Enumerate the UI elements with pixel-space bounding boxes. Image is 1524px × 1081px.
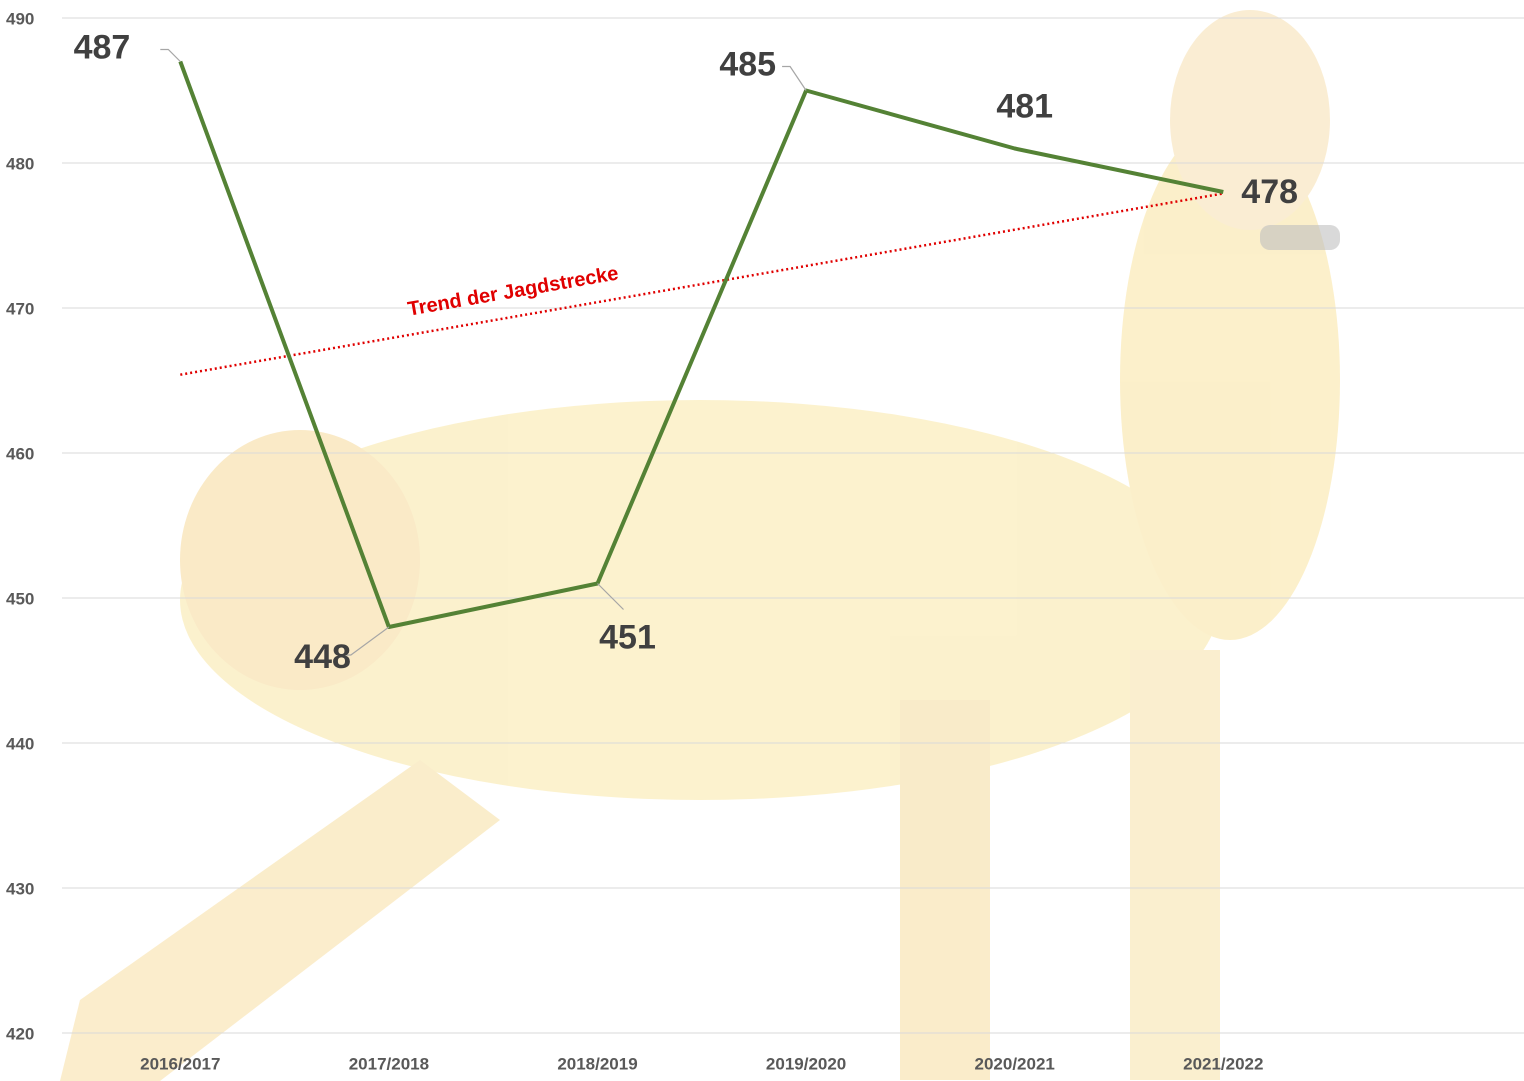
y-tick-label: 430 [6,879,34,898]
x-tick-label: 2017/2018 [349,1054,429,1073]
data-label: 485 [719,45,776,83]
x-tick-label: 2018/2019 [557,1054,637,1073]
chart: 420 430 440 450 460 470 480 490 2016/2017 2017/20… [0,0,1524,1081]
data-label: 487 [74,28,131,66]
background-picture [60,10,1340,1081]
leader-line [160,50,180,62]
x-tick-label: 2019/2020 [766,1054,846,1073]
leader-line [782,67,806,91]
y-tick-label: 460 [6,444,34,463]
y-tick-label: 440 [6,734,34,753]
data-label: 451 [599,618,656,656]
y-tick-label: 480 [6,154,34,173]
data-label: 481 [996,87,1053,125]
x-tick-label: 2020/2021 [975,1054,1055,1073]
y-tick-label: 420 [6,1024,34,1043]
y-tick-label: 470 [6,299,34,318]
trend-line [180,193,1223,374]
data-label: 448 [294,638,351,676]
y-tick-label: 450 [6,589,34,608]
data-label: 478 [1241,173,1298,211]
trend-label: Trend der Jagdstrecke [406,263,620,321]
page: {"chart_data": {"type": "line", "categor… [0,0,1524,1081]
x-tick-label: 2016/2017 [140,1054,220,1073]
y-tick-label: 490 [6,9,34,28]
x-tick-label: 2021/2022 [1183,1054,1263,1073]
